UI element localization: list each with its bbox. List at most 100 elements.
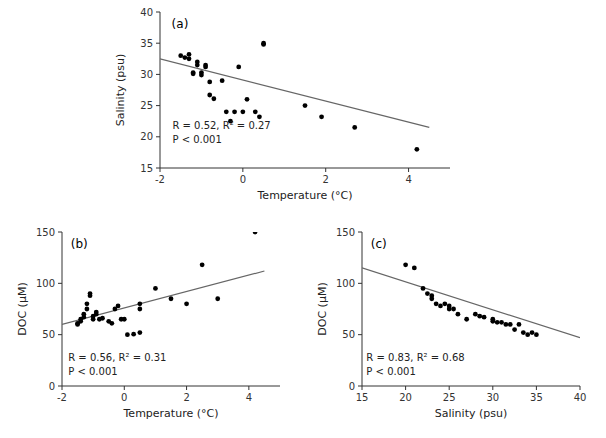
point bbox=[187, 56, 192, 61]
point bbox=[169, 296, 174, 301]
y-axis-label: Salinity (psu) bbox=[114, 54, 127, 126]
y-tick-label: 100 bbox=[36, 278, 55, 289]
y-tick bbox=[358, 232, 362, 233]
annotation-line: R = 0.52, R² = 0.27 bbox=[172, 120, 270, 131]
point bbox=[438, 304, 443, 309]
point bbox=[451, 307, 456, 312]
annotation-line: R = 0.83, R² = 0.68 bbox=[366, 352, 464, 363]
point bbox=[125, 332, 130, 337]
point bbox=[490, 317, 495, 322]
point bbox=[81, 312, 86, 317]
annotation-line: P < 0.001 bbox=[366, 366, 415, 377]
y-axis-line bbox=[160, 12, 161, 168]
plot-area bbox=[362, 262, 580, 337]
annotation-line: R = 0.56, R² = 0.31 bbox=[68, 352, 166, 363]
x-tick-label: 0 bbox=[240, 174, 246, 185]
point bbox=[499, 320, 504, 325]
y-tick bbox=[58, 232, 62, 233]
x-tick bbox=[492, 386, 493, 390]
point bbox=[187, 52, 192, 57]
x-tick-label: 15 bbox=[356, 392, 369, 403]
x-axis-label: Temperature (°C) bbox=[257, 189, 353, 202]
x-tick-label: -2 bbox=[57, 392, 67, 403]
y-tick-label: 100 bbox=[336, 278, 355, 289]
y-tick bbox=[358, 283, 362, 284]
point bbox=[403, 262, 408, 267]
point bbox=[447, 307, 452, 312]
point bbox=[200, 262, 205, 267]
y-tick-label: 50 bbox=[42, 329, 55, 340]
x-axis-label: Temperature (°C) bbox=[123, 407, 219, 420]
y-tick bbox=[58, 283, 62, 284]
x-tick-label: 30 bbox=[486, 392, 499, 403]
x-axis-line bbox=[62, 386, 280, 387]
x-tick bbox=[536, 386, 537, 390]
x-tick-label: 20 bbox=[399, 392, 412, 403]
y-tick bbox=[156, 105, 160, 106]
y-axis-line bbox=[62, 232, 63, 386]
y-tick-label: 150 bbox=[36, 227, 55, 238]
x-tick bbox=[325, 168, 326, 172]
x-tick-label: 4 bbox=[246, 392, 252, 403]
point bbox=[232, 109, 237, 114]
x-tick-label: -2 bbox=[155, 174, 165, 185]
x-tick-label: 4 bbox=[405, 174, 411, 185]
point bbox=[414, 147, 419, 152]
x-tick bbox=[362, 386, 363, 390]
x-tick bbox=[405, 386, 406, 390]
y-tick-label: 0 bbox=[49, 381, 55, 392]
x-tick-label: 2 bbox=[323, 174, 329, 185]
regression-line bbox=[362, 268, 580, 338]
y-tick-label: 15 bbox=[140, 163, 153, 174]
point bbox=[116, 304, 121, 309]
y-tick bbox=[156, 43, 160, 44]
point bbox=[253, 109, 258, 114]
y-tick-label: 30 bbox=[140, 69, 153, 80]
y-tick bbox=[58, 386, 62, 387]
y-tick-label: 150 bbox=[336, 227, 355, 238]
y-tick-label: 0 bbox=[349, 381, 355, 392]
point bbox=[122, 317, 127, 322]
point bbox=[131, 332, 136, 337]
point bbox=[88, 293, 93, 298]
regression-line bbox=[160, 59, 429, 128]
point bbox=[240, 109, 245, 114]
point bbox=[303, 103, 308, 108]
point bbox=[503, 322, 508, 327]
point bbox=[178, 53, 183, 58]
x-tick-label: 25 bbox=[443, 392, 456, 403]
point bbox=[534, 332, 539, 337]
point bbox=[412, 266, 417, 271]
y-tick-label: 50 bbox=[342, 329, 355, 340]
point bbox=[100, 316, 105, 321]
point bbox=[207, 79, 212, 84]
point bbox=[477, 314, 482, 319]
y-axis-line bbox=[362, 232, 363, 386]
point bbox=[220, 78, 225, 83]
panel: -2024152025303540Temperature (°C)Salinit… bbox=[114, 7, 450, 203]
annotation: R = 0.56, R² = 0.31P < 0.001 bbox=[68, 352, 166, 377]
point bbox=[253, 232, 258, 234]
x-tick bbox=[449, 386, 450, 390]
y-tick bbox=[58, 334, 62, 335]
point bbox=[211, 96, 216, 101]
point bbox=[137, 307, 142, 312]
x-axis-label: Salinity (psu) bbox=[435, 407, 507, 420]
point bbox=[442, 301, 447, 306]
point bbox=[429, 296, 434, 301]
point bbox=[153, 286, 158, 291]
y-tick-label: 35 bbox=[140, 38, 153, 49]
point bbox=[525, 332, 530, 337]
point bbox=[319, 114, 324, 119]
point bbox=[261, 42, 266, 47]
plot-area bbox=[160, 41, 429, 152]
y-axis-label: DOC (μM) bbox=[16, 282, 29, 335]
point bbox=[521, 330, 526, 335]
y-tick bbox=[156, 168, 160, 169]
panel-label: (b) bbox=[71, 237, 88, 251]
x-tick-label: 2 bbox=[183, 392, 189, 403]
point bbox=[195, 63, 200, 68]
x-tick bbox=[242, 168, 243, 172]
x-tick bbox=[124, 386, 125, 390]
panel-label: (c) bbox=[371, 237, 387, 251]
